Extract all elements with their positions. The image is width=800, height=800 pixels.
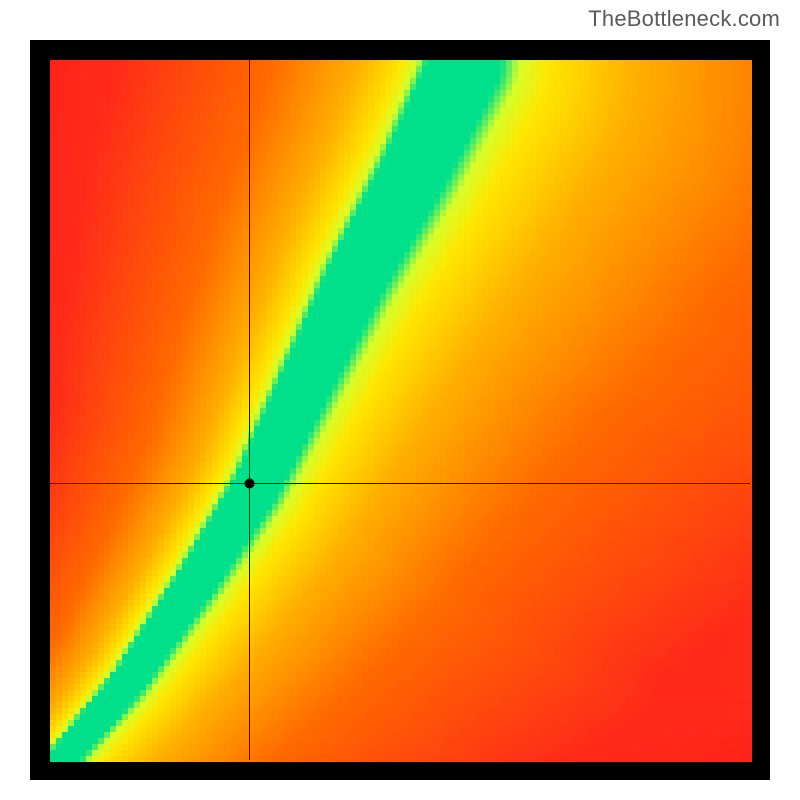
- heatmap-plot: [30, 40, 770, 780]
- root: TheBottleneck.com: [0, 0, 800, 800]
- heatmap-canvas: [30, 40, 770, 780]
- watermark-text: TheBottleneck.com: [588, 6, 780, 32]
